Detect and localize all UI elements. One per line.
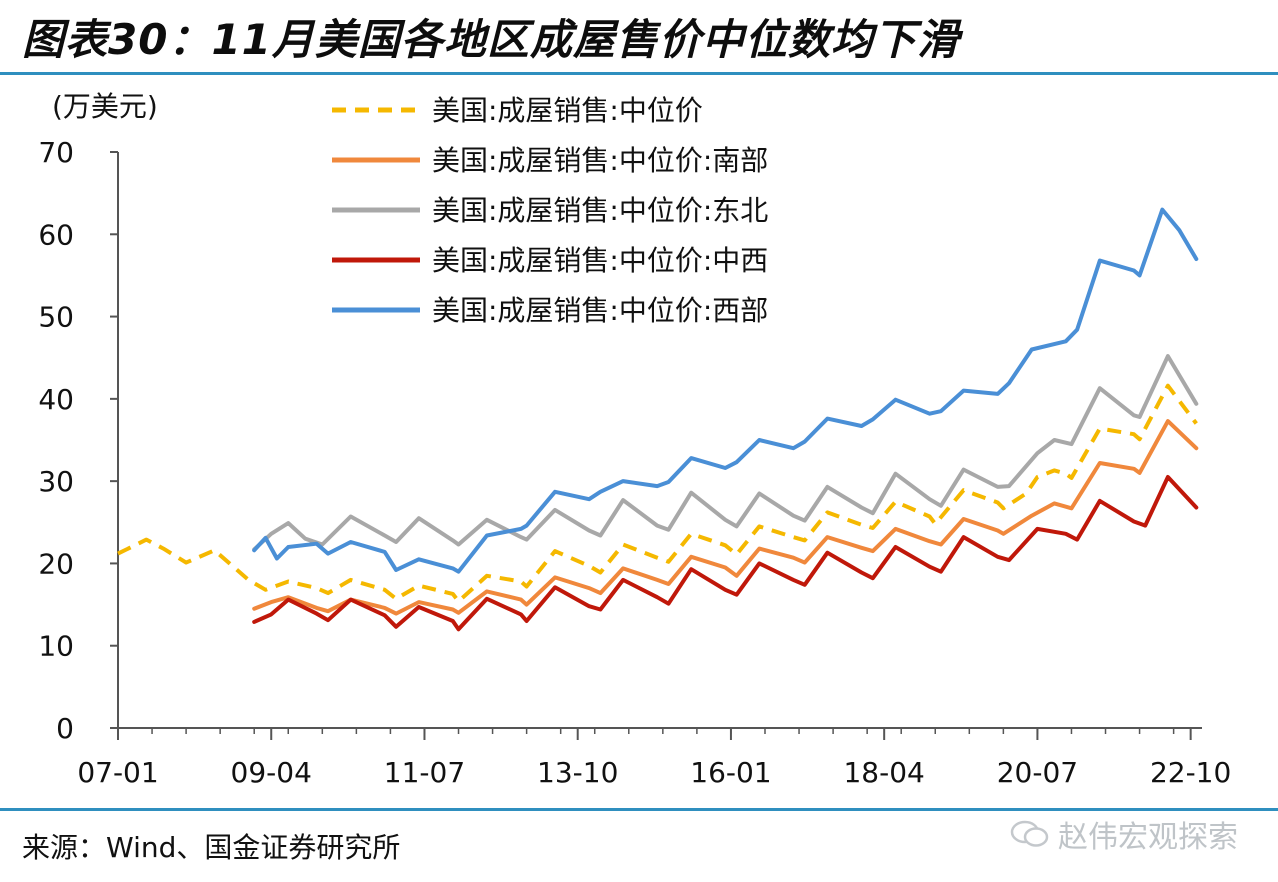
series-line: [252, 419, 1199, 616]
series-layer: [117, 207, 1199, 632]
y-tick-label: 40: [38, 383, 74, 416]
series-line: [252, 354, 1199, 552]
top-divider: [0, 72, 1278, 75]
x-tick-label: 09-04: [231, 756, 312, 789]
series-line: [252, 475, 1199, 632]
x-tick-label: 20-07: [997, 756, 1078, 789]
legend-label: 美国:成屋销售:中位价: [432, 94, 703, 127]
x-tick-label: 18-04: [843, 756, 924, 789]
legend-label: 美国:成屋销售:中位价:中西: [432, 244, 768, 277]
y-tick-label: 10: [38, 630, 74, 663]
x-tick-label: 07-01: [77, 756, 158, 789]
y-tick-label: 70: [38, 136, 74, 169]
x-tick-label: 11-07: [384, 756, 465, 789]
y-tick-label: 0: [56, 712, 74, 745]
y-axis-unit-label: (万美元): [52, 90, 158, 123]
legend: 美国:成屋销售:中位价美国:成屋销售:中位价:南部美国:成屋销售:中位价:东北美…: [332, 94, 768, 327]
x-tick-label: 22-10: [1150, 756, 1231, 789]
y-tick-label: 30: [38, 465, 74, 498]
x-tick-label: 16-01: [690, 756, 771, 789]
chat-bubbles-icon: [1010, 820, 1049, 847]
page-title: 图表30：11月美国各地区成屋售价中位数均下滑: [22, 15, 960, 64]
y-tick-label: 50: [38, 301, 74, 334]
watermark: 赵伟宏观探索: [1010, 812, 1238, 856]
source-note: 来源：Wind、国金证券研究所: [22, 831, 401, 864]
axes: 0 10 20 30 40 50 60 70 07-01 09-04 11-07 13-10 16-01…: [38, 136, 1231, 789]
line-chart: (万美元) 0 10 20 30 40 50 60 70 07-01 09-04 11-07 13-1…: [38, 90, 1231, 789]
watermark-text: 赵伟宏观探索: [1058, 820, 1238, 855]
legend-label: 美国:成屋销售:中位价:东北: [432, 194, 768, 227]
series-line: [117, 383, 1198, 604]
x-tick-label: 13-10: [537, 756, 618, 789]
y-tick-label: 60: [38, 218, 74, 251]
legend-label: 美国:成屋销售:中位价:西部: [432, 294, 768, 327]
bottom-divider: [0, 808, 1278, 811]
series-line: [252, 207, 1199, 574]
y-tick-label: 20: [38, 547, 74, 580]
legend-label: 美国:成屋销售:中位价:南部: [432, 144, 768, 177]
